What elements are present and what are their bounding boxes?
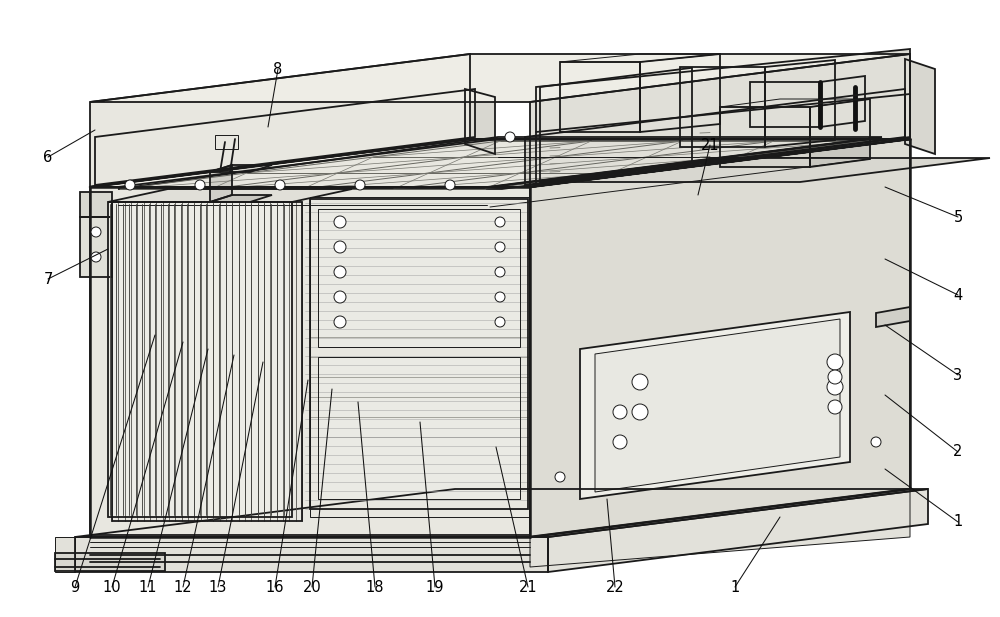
Polygon shape bbox=[680, 67, 765, 147]
Text: 13: 13 bbox=[209, 579, 227, 595]
Polygon shape bbox=[876, 307, 910, 327]
Circle shape bbox=[334, 216, 346, 228]
Polygon shape bbox=[55, 553, 165, 571]
Circle shape bbox=[555, 472, 565, 482]
Text: 21: 21 bbox=[519, 579, 537, 595]
Polygon shape bbox=[525, 89, 905, 185]
Polygon shape bbox=[530, 489, 910, 567]
Circle shape bbox=[275, 180, 285, 190]
Polygon shape bbox=[90, 54, 910, 102]
Circle shape bbox=[195, 180, 205, 190]
Circle shape bbox=[828, 400, 842, 414]
Polygon shape bbox=[90, 187, 530, 537]
Circle shape bbox=[505, 132, 515, 142]
Circle shape bbox=[334, 291, 346, 303]
Text: 3: 3 bbox=[953, 368, 963, 383]
Text: 18: 18 bbox=[366, 579, 384, 595]
Polygon shape bbox=[318, 357, 520, 499]
Polygon shape bbox=[750, 82, 820, 127]
Text: 6: 6 bbox=[43, 149, 53, 165]
Polygon shape bbox=[55, 537, 75, 572]
Polygon shape bbox=[560, 54, 720, 62]
Circle shape bbox=[495, 317, 505, 327]
Polygon shape bbox=[118, 137, 882, 189]
Circle shape bbox=[445, 180, 455, 190]
Polygon shape bbox=[465, 89, 495, 154]
Polygon shape bbox=[536, 49, 910, 185]
Polygon shape bbox=[530, 139, 910, 537]
Circle shape bbox=[613, 435, 627, 449]
Polygon shape bbox=[108, 202, 292, 517]
Polygon shape bbox=[215, 135, 238, 149]
Polygon shape bbox=[95, 89, 475, 185]
Polygon shape bbox=[905, 59, 935, 154]
Text: 1: 1 bbox=[953, 515, 963, 529]
Circle shape bbox=[871, 437, 881, 447]
Text: 10: 10 bbox=[103, 579, 121, 595]
Polygon shape bbox=[560, 62, 640, 132]
Polygon shape bbox=[540, 68, 692, 182]
Circle shape bbox=[495, 292, 505, 302]
Circle shape bbox=[91, 227, 101, 237]
Polygon shape bbox=[108, 189, 352, 202]
Polygon shape bbox=[75, 537, 548, 572]
Text: 5: 5 bbox=[953, 210, 963, 225]
Text: 19: 19 bbox=[426, 579, 444, 595]
Circle shape bbox=[125, 180, 135, 190]
Text: 21: 21 bbox=[701, 138, 719, 152]
Polygon shape bbox=[210, 195, 272, 202]
Polygon shape bbox=[595, 319, 840, 492]
Polygon shape bbox=[90, 54, 470, 187]
Polygon shape bbox=[210, 165, 232, 202]
Text: 9: 9 bbox=[70, 579, 80, 595]
Circle shape bbox=[91, 252, 101, 262]
Polygon shape bbox=[548, 489, 928, 572]
Circle shape bbox=[613, 405, 627, 419]
Polygon shape bbox=[580, 312, 850, 499]
Polygon shape bbox=[640, 54, 720, 132]
Circle shape bbox=[632, 374, 648, 390]
Polygon shape bbox=[720, 99, 870, 107]
Polygon shape bbox=[210, 165, 272, 172]
Circle shape bbox=[495, 267, 505, 277]
Circle shape bbox=[827, 379, 843, 395]
Text: 20: 20 bbox=[303, 579, 321, 595]
Text: 4: 4 bbox=[953, 288, 963, 302]
Polygon shape bbox=[492, 139, 910, 187]
Polygon shape bbox=[765, 60, 835, 147]
Polygon shape bbox=[80, 192, 112, 217]
Polygon shape bbox=[80, 217, 112, 277]
Text: 1: 1 bbox=[730, 579, 740, 595]
Text: 22: 22 bbox=[606, 579, 624, 595]
Circle shape bbox=[495, 242, 505, 252]
Circle shape bbox=[632, 404, 648, 420]
Polygon shape bbox=[90, 139, 910, 187]
Text: 8: 8 bbox=[273, 62, 283, 77]
Polygon shape bbox=[540, 158, 990, 182]
Text: 16: 16 bbox=[266, 579, 284, 595]
Text: 11: 11 bbox=[139, 579, 157, 595]
Circle shape bbox=[827, 354, 843, 370]
Circle shape bbox=[334, 241, 346, 253]
Text: 7: 7 bbox=[43, 271, 53, 286]
Polygon shape bbox=[318, 209, 520, 347]
Circle shape bbox=[828, 370, 842, 384]
Polygon shape bbox=[720, 107, 810, 167]
Circle shape bbox=[334, 316, 346, 328]
Polygon shape bbox=[810, 99, 870, 167]
Polygon shape bbox=[75, 489, 928, 537]
Circle shape bbox=[355, 180, 365, 190]
Circle shape bbox=[495, 217, 505, 227]
Circle shape bbox=[334, 266, 346, 278]
Polygon shape bbox=[530, 54, 910, 187]
Polygon shape bbox=[820, 76, 865, 127]
Text: 2: 2 bbox=[953, 444, 963, 460]
Text: 12: 12 bbox=[174, 579, 192, 595]
Polygon shape bbox=[90, 139, 910, 187]
